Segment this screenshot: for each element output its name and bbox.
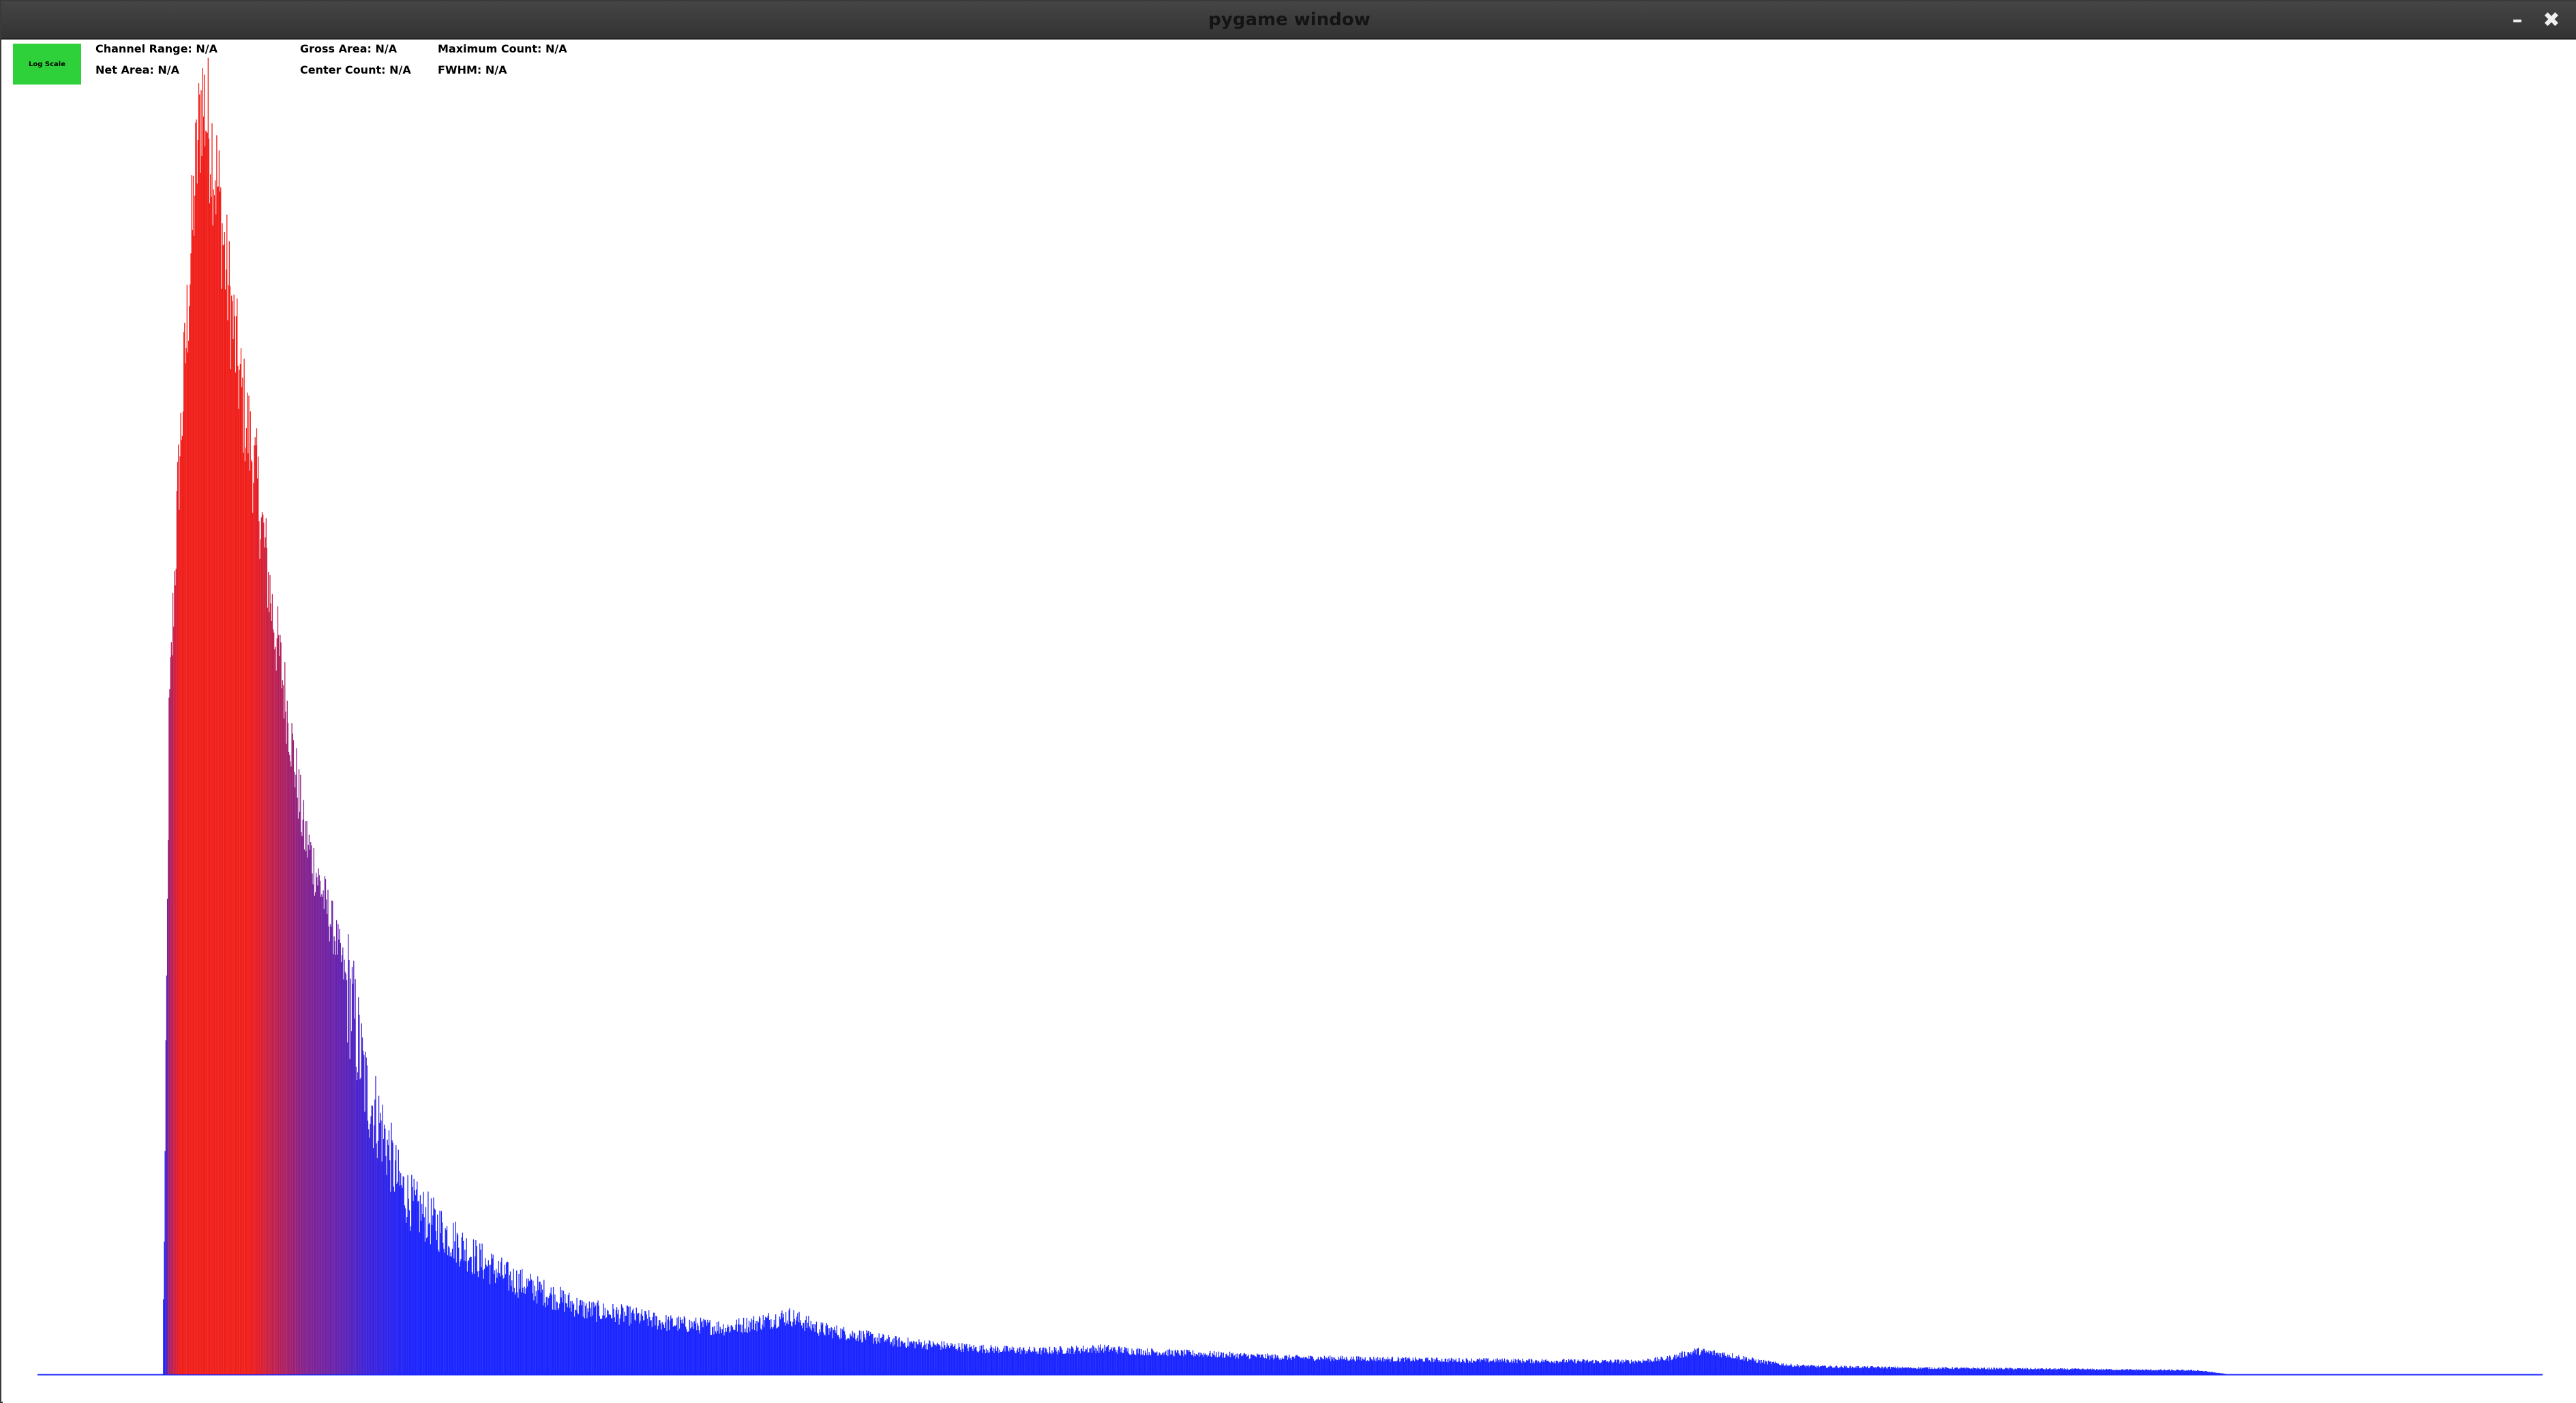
- channel-range-label: Channel Range: N/A: [95, 42, 218, 55]
- spectrum-canvas[interactable]: Log Scale Channel Range: N/A Net Area: N…: [3, 40, 2576, 1403]
- net-area-label: Net Area: N/A: [95, 63, 179, 76]
- title-bar[interactable]: pygame window – ✖: [1, 1, 2576, 40]
- maximum-count-label: Maximum Count: N/A: [438, 42, 567, 55]
- center-count-label: Center Count: N/A: [300, 63, 411, 76]
- fwhm-label: FWHM: N/A: [438, 63, 507, 76]
- spectrum-bars: [163, 57, 2230, 1374]
- close-icon[interactable]: ✖: [2543, 8, 2560, 32]
- spectrum-chart[interactable]: [3, 40, 2576, 1403]
- minimize-icon[interactable]: –: [2512, 8, 2523, 32]
- log-scale-button[interactable]: Log Scale: [13, 44, 81, 85]
- gross-area-label: Gross Area: N/A: [300, 42, 398, 55]
- window-title: pygame window: [1208, 10, 1371, 30]
